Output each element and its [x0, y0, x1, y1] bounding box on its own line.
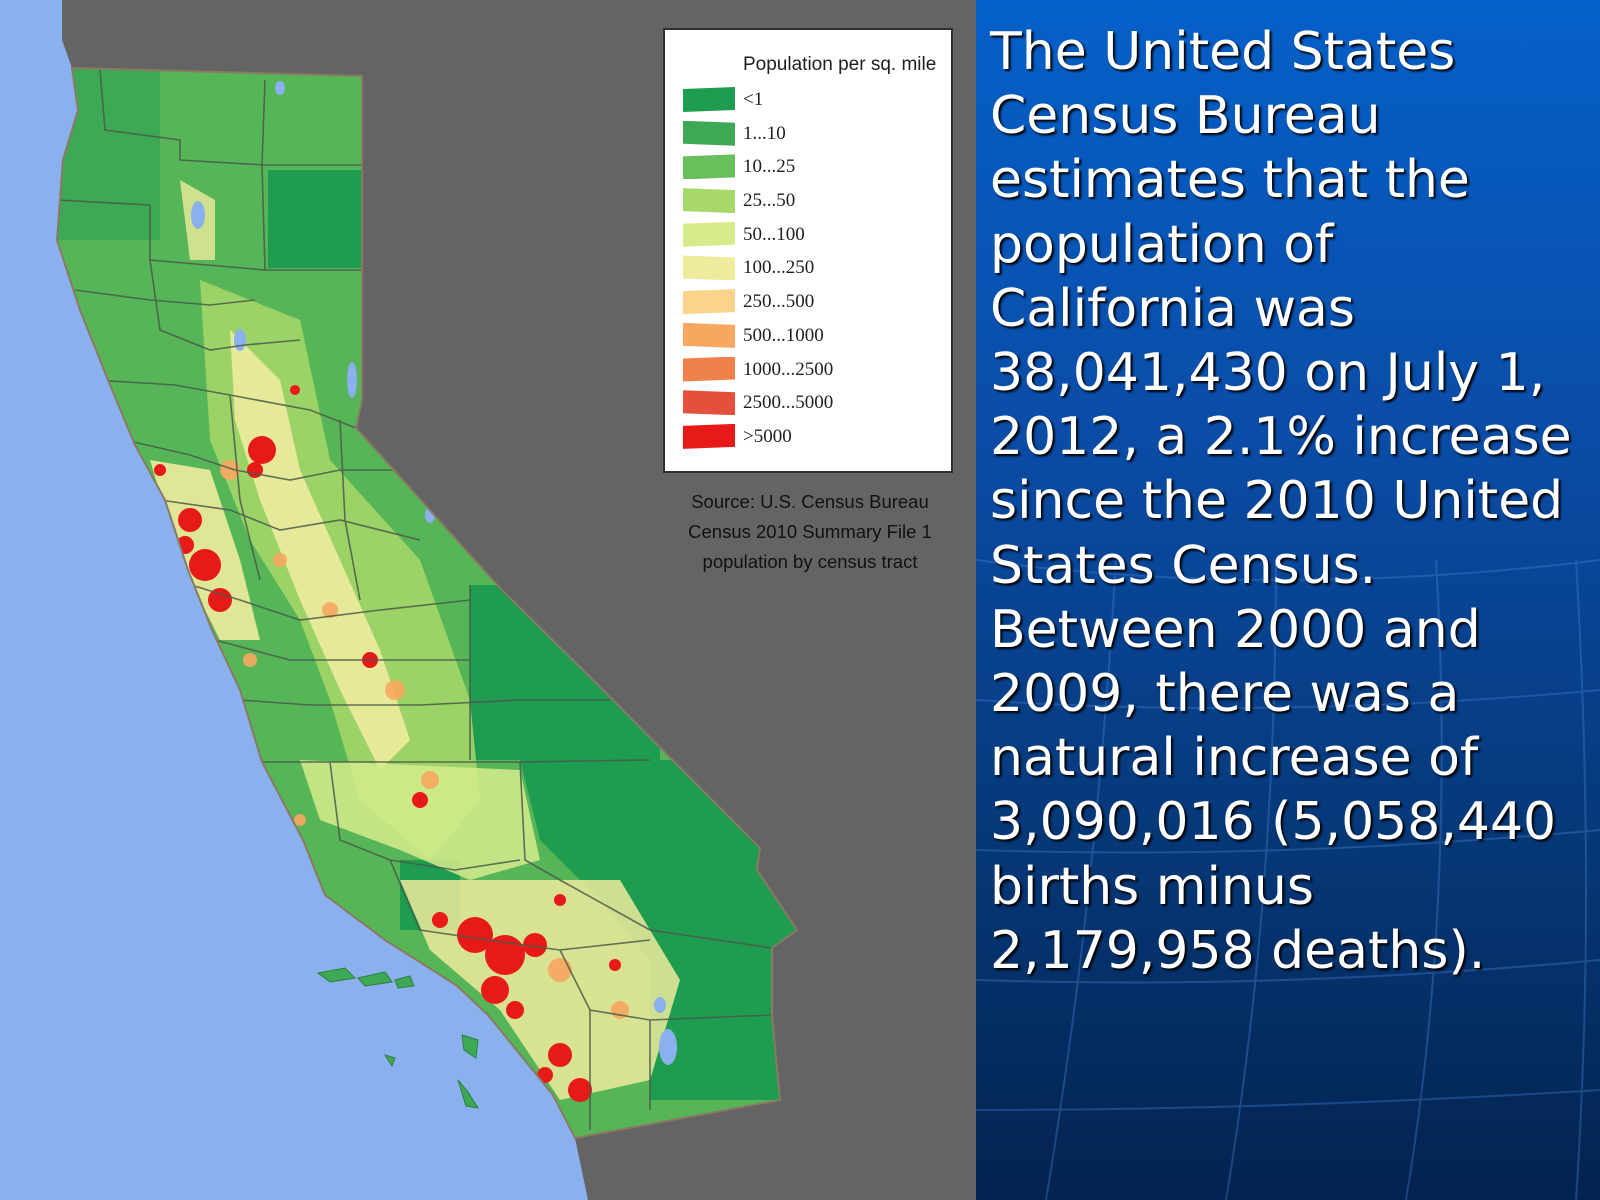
legend-label: 25...50: [743, 190, 796, 212]
legend-title: Population per sq. mile: [743, 54, 937, 75]
legend-label: <1: [743, 89, 764, 110]
map-source-note: Source: U.S. Census Bureau Census 2010 S…: [660, 487, 960, 577]
legend-swatch: [683, 322, 735, 348]
census-summary-text: The United States Census Bureau estimate…: [990, 22, 1572, 981]
text-panel: The United States Census Bureau estimate…: [976, 0, 1600, 1200]
channel-islands: [316, 967, 480, 1109]
legend-swatch: [683, 188, 735, 214]
california-outline: [55, 66, 799, 1140]
legend-swatch: [683, 221, 735, 247]
legend-swatch: [683, 87, 735, 112]
legend-swatch: [683, 120, 735, 146]
legend-label: 50...100: [743, 223, 805, 245]
legend-swatch: [683, 154, 735, 180]
source-line-1: Source: U.S. Census Bureau: [691, 491, 929, 512]
legend-swatch: [683, 255, 735, 281]
legend-label: >5000: [743, 425, 792, 447]
legend-swatch: [683, 289, 735, 315]
map-legend: Population per sq. mile <1 1...10 10...25 2…: [663, 28, 953, 473]
legend-swatch: [683, 356, 735, 382]
legend-label: 1000...2500: [743, 358, 834, 380]
legend-label: 500...1000: [743, 324, 824, 346]
california-population-map: Population per sq. mile <1 1...10 10...25 2…: [0, 0, 976, 1200]
legend-label: 1...10: [743, 122, 786, 144]
legend-label: 100...250: [743, 257, 815, 279]
legend-label: 250...500: [743, 291, 815, 313]
background-grid-decoration: [976, 559, 1600, 1200]
source-line-3: population by census tract: [702, 551, 918, 572]
legend-label: 2500...5000: [743, 392, 834, 414]
source-line-2: Census 2010 Summary File 1: [688, 521, 932, 542]
legend-swatch: [683, 423, 735, 449]
legend-swatch: [683, 390, 735, 416]
legend-label: 10...25: [743, 156, 796, 178]
